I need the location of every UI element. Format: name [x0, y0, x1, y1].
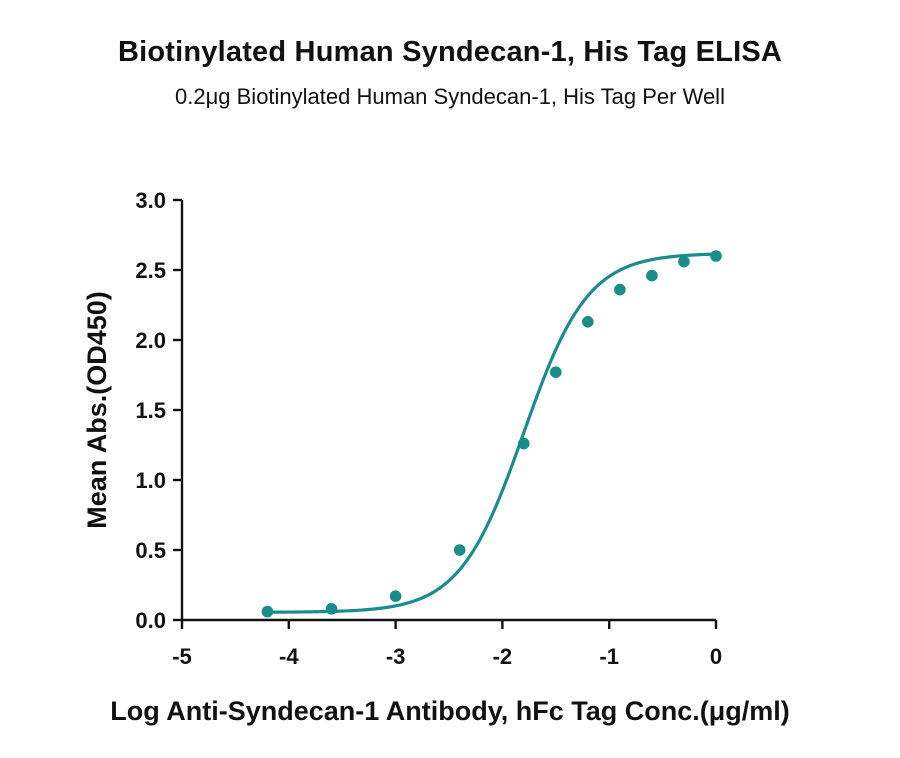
y-tick-label: 2.0	[135, 328, 166, 353]
y-tick-label: 2.5	[135, 258, 166, 283]
data-point	[325, 603, 338, 615]
data-point	[453, 544, 466, 556]
tick-labels: 0.0 0.5 1.0 1.5 2.0 2.5 3.0 -5 -4 -3 -2 -1 0	[135, 188, 722, 669]
fit-curve	[267, 252, 717, 614]
x-tick-label: -4	[279, 644, 299, 669]
x-tick-label: 0	[710, 644, 722, 669]
x-axis-title: Log Anti-Syndecan-1 Antibody, hFc Tag Co…	[110, 696, 790, 726]
chart-subtitle: 0.2μg Biotinylated Human Syndecan-1, His…	[175, 84, 725, 109]
data-point	[517, 437, 530, 450]
y-axis-title: Mean Abs.(OD450)	[82, 291, 112, 529]
axes	[173, 198, 718, 629]
data-point	[614, 283, 626, 296]
data-point	[710, 250, 722, 262]
x-tick-label: -2	[493, 644, 513, 669]
x-tick-label: -1	[599, 644, 619, 669]
data-points	[261, 250, 722, 618]
data-point	[678, 255, 690, 268]
data-point	[550, 366, 562, 379]
y-tick-label: 0.5	[135, 538, 166, 563]
x-tick-label: -5	[172, 644, 192, 669]
y-tick-label: 1.0	[135, 468, 166, 493]
y-tick-label: 0.0	[135, 608, 166, 633]
y-tick-label: 3.0	[135, 188, 166, 213]
data-point	[582, 316, 594, 328]
x-tick-label: -3	[386, 644, 406, 669]
data-point	[646, 269, 658, 282]
chart-title: Biotinylated Human Syndecan-1, His Tag E…	[117, 36, 783, 68]
y-tick-label: 1.5	[135, 398, 166, 423]
data-point	[261, 605, 274, 618]
data-point	[389, 590, 402, 602]
